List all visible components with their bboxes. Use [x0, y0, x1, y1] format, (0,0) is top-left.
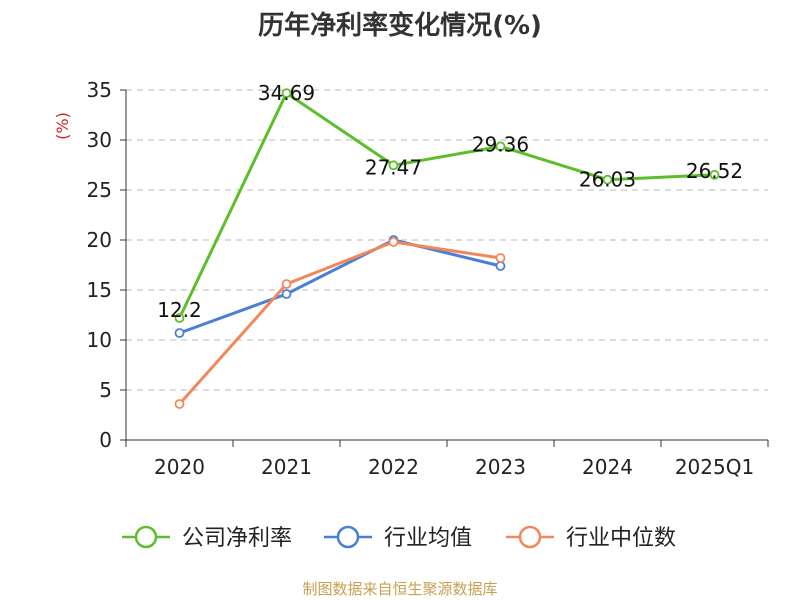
series-line: [178, 91, 715, 319]
data-point: [709, 169, 720, 180]
y-tick-label: 30: [87, 128, 112, 152]
x-tick-label: 2024: [582, 455, 633, 479]
data-point: [602, 174, 613, 185]
legend-item[interactable]: 行业均值: [324, 525, 472, 551]
series-line: [178, 238, 501, 335]
grid-lines: [126, 89, 768, 391]
y-axis-label: (%): [53, 112, 72, 140]
legend: 公司净利率 行业均值 行业中位数: [122, 525, 676, 551]
legend-label: 公司净利率: [182, 526, 292, 551]
y-tick-label: 15: [87, 278, 112, 302]
data-labels: 12.2 34.69 27.47 29.36 26.03 26.52: [157, 81, 743, 322]
legend-item[interactable]: 行业中位数: [506, 525, 676, 551]
x-tick-label: 2020: [154, 455, 205, 479]
x-tick-label: 2021: [261, 455, 312, 479]
series-0: [174, 88, 720, 323]
y-tick-label: 35: [87, 78, 112, 102]
data-label: 29.36: [472, 132, 529, 156]
x-tick-label: 2025Q1: [675, 455, 754, 479]
data-point: [495, 253, 506, 263]
x-tick-label: 2023: [475, 455, 526, 479]
axes: 0 5 10 15 20 25 30 35 2020 2021 2022 2023 2024 2025Q1: [87, 78, 769, 479]
data-point: [388, 237, 399, 247]
y-tick-label: 0: [99, 428, 112, 452]
data-label: 26.52: [686, 159, 743, 183]
source-note: 制图数据来自恒生聚源数据库: [302, 580, 497, 598]
data-point: [281, 279, 292, 289]
data-point: [281, 289, 292, 299]
data-point: [174, 399, 185, 409]
data-point: [174, 313, 185, 323]
legend-label: 行业均值: [384, 526, 472, 551]
legend-marker: [518, 525, 542, 549]
data-point: [281, 88, 292, 98]
legend-item[interactable]: 公司净利率: [122, 525, 292, 551]
legend-label: 行业中位数: [566, 526, 676, 551]
legend-marker: [336, 525, 360, 549]
data-point: [388, 160, 399, 171]
series-line: [178, 240, 501, 405]
series-2: [174, 237, 506, 409]
legend-marker: [134, 525, 158, 549]
data-point: [174, 328, 185, 338]
data-label: 27.47: [365, 155, 422, 179]
y-tick-label: 25: [87, 178, 112, 202]
data-label: 26.03: [579, 168, 636, 192]
data-label: 34.69: [258, 81, 315, 105]
y-tick-label: 10: [87, 328, 112, 352]
data-point: [495, 141, 506, 152]
y-tick-label: 20: [87, 228, 112, 252]
data-label: 12.2: [157, 298, 202, 322]
series-1: [174, 235, 506, 338]
chart-title: 历年净利率变化情况(%): [258, 10, 542, 41]
data-point: [495, 261, 506, 271]
series-lines: [174, 88, 720, 409]
y-tick-label: 5: [99, 378, 112, 402]
x-tick-label: 2022: [368, 455, 419, 479]
